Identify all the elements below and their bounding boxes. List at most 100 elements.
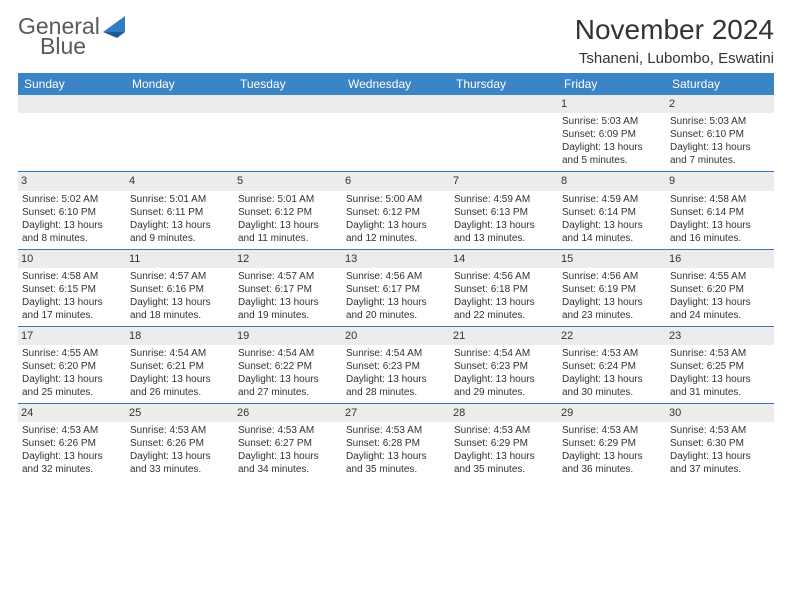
page-header: General Blue November 2024 Tshaneni, Lub… — [18, 14, 774, 67]
day-cell — [234, 95, 342, 171]
daylight-line-2: and 16 minutes. — [670, 232, 770, 245]
daylight-line-2: and 8 minutes. — [22, 232, 122, 245]
sunrise-line: Sunrise: 4:53 AM — [670, 347, 770, 360]
sunset-line: Sunset: 6:30 PM — [670, 437, 770, 450]
sunset-line: Sunset: 6:26 PM — [130, 437, 230, 450]
weekday-header: Sunday — [18, 73, 126, 95]
weeks-container: 1Sunrise: 5:03 AMSunset: 6:09 PMDaylight… — [18, 95, 774, 480]
daylight-line-1: Daylight: 13 hours — [130, 373, 230, 386]
sunrise-line: Sunrise: 4:53 AM — [670, 424, 770, 437]
daylight-line-1: Daylight: 13 hours — [130, 450, 230, 463]
day-number: 27 — [342, 404, 450, 422]
day-number: 15 — [558, 250, 666, 268]
sunrise-line: Sunrise: 4:53 AM — [346, 424, 446, 437]
daylight-line-1: Daylight: 13 hours — [22, 219, 122, 232]
calendar: SundayMondayTuesdayWednesdayThursdayFrid… — [18, 73, 774, 480]
daylight-line-2: and 36 minutes. — [562, 463, 662, 476]
sunset-line: Sunset: 6:10 PM — [22, 206, 122, 219]
sunset-line: Sunset: 6:15 PM — [22, 283, 122, 296]
sunset-line: Sunset: 6:25 PM — [670, 360, 770, 373]
weekday-header: Saturday — [666, 73, 774, 95]
day-cell: 18Sunrise: 4:54 AMSunset: 6:21 PMDayligh… — [126, 327, 234, 403]
day-number — [18, 95, 126, 113]
sunrise-line: Sunrise: 4:55 AM — [670, 270, 770, 283]
week-row: 17Sunrise: 4:55 AMSunset: 6:20 PMDayligh… — [18, 326, 774, 403]
sunset-line: Sunset: 6:17 PM — [238, 283, 338, 296]
day-cell: 29Sunrise: 4:53 AMSunset: 6:29 PMDayligh… — [558, 404, 666, 480]
daylight-line-2: and 29 minutes. — [454, 386, 554, 399]
day-cell: 28Sunrise: 4:53 AMSunset: 6:29 PMDayligh… — [450, 404, 558, 480]
day-number — [126, 95, 234, 113]
sunset-line: Sunset: 6:27 PM — [238, 437, 338, 450]
daylight-line-1: Daylight: 13 hours — [346, 219, 446, 232]
day-cell — [450, 95, 558, 171]
day-number: 16 — [666, 250, 774, 268]
day-cell: 26 Sunrise: 4:53 AMSunset: 6:27 PMDayligh… — [234, 404, 342, 480]
daylight-line-1: Daylight: 13 hours — [22, 450, 122, 463]
daylight-line-2: and 26 minutes. — [130, 386, 230, 399]
day-cell: 9Sunrise: 4:58 AMSunset: 6:14 PMDaylight… — [666, 172, 774, 248]
sunset-line: Sunset: 6:10 PM — [670, 128, 770, 141]
day-number — [342, 95, 450, 113]
daylight-line-1: Daylight: 13 hours — [238, 219, 338, 232]
day-number: 17 — [18, 327, 126, 345]
sunrise-line: Sunrise: 4:59 AM — [562, 193, 662, 206]
weekday-header: Friday — [558, 73, 666, 95]
sunrise-line: Sunrise: 4:58 AM — [22, 270, 122, 283]
daylight-line-1: Daylight: 13 hours — [238, 373, 338, 386]
daylight-line-2: and 35 minutes. — [454, 463, 554, 476]
day-number: 3 — [18, 172, 126, 190]
day-number: 22 — [558, 327, 666, 345]
weekday-header: Tuesday — [234, 73, 342, 95]
daylight-line-2: and 37 minutes. — [670, 463, 770, 476]
daylight-line-2: and 23 minutes. — [562, 309, 662, 322]
day-cell: 19Sunrise: 4:54 AMSunset: 6:22 PMDayligh… — [234, 327, 342, 403]
day-number: 26 — [234, 404, 342, 422]
day-number: 2 — [666, 95, 774, 113]
day-cell: 16Sunrise: 4:55 AMSunset: 6:20 PMDayligh… — [666, 250, 774, 326]
daylight-line-2: and 22 minutes. — [454, 309, 554, 322]
daylight-line-2: and 9 minutes. — [130, 232, 230, 245]
daylight-line-2: and 28 minutes. — [346, 386, 446, 399]
week-row: 3Sunrise: 5:02 AMSunset: 6:10 PMDaylight… — [18, 171, 774, 248]
sunrise-line: Sunrise: 4:56 AM — [346, 270, 446, 283]
title-block: November 2024 Tshaneni, Lubombo, Eswatin… — [575, 14, 774, 67]
day-number: 24 — [18, 404, 126, 422]
daylight-line-2: and 17 minutes. — [22, 309, 122, 322]
sunrise-line: Sunrise: 4:59 AM — [454, 193, 554, 206]
day-number: 28 — [450, 404, 558, 422]
day-number — [450, 95, 558, 113]
day-cell — [342, 95, 450, 171]
day-number: 30 — [666, 404, 774, 422]
daylight-line-2: and 13 minutes. — [454, 232, 554, 245]
day-cell — [126, 95, 234, 171]
day-cell: 7Sunrise: 4:59 AMSunset: 6:13 PMDaylight… — [450, 172, 558, 248]
daylight-line-2: and 33 minutes. — [130, 463, 230, 476]
sunrise-line: Sunrise: 4:55 AM — [22, 347, 122, 360]
weekday-header-row: SundayMondayTuesdayWednesdayThursdayFrid… — [18, 73, 774, 95]
sunrise-line: Sunrise: 4:53 AM — [238, 424, 338, 437]
sunset-line: Sunset: 6:23 PM — [346, 360, 446, 373]
weekday-header: Monday — [126, 73, 234, 95]
day-cell: 27Sunrise: 4:53 AMSunset: 6:28 PMDayligh… — [342, 404, 450, 480]
daylight-line-2: and 30 minutes. — [562, 386, 662, 399]
day-cell: 21Sunrise: 4:54 AMSunset: 6:23 PMDayligh… — [450, 327, 558, 403]
daylight-line-1: Daylight: 13 hours — [238, 450, 338, 463]
sunset-line: Sunset: 6:18 PM — [454, 283, 554, 296]
daylight-line-1: Daylight: 13 hours — [562, 373, 662, 386]
day-number: 18 — [126, 327, 234, 345]
daylight-line-1: Daylight: 13 hours — [346, 296, 446, 309]
sunrise-line: Sunrise: 5:00 AM — [346, 193, 446, 206]
daylight-line-2: and 5 minutes. — [562, 154, 662, 167]
day-number: 29 — [558, 404, 666, 422]
day-cell: 20Sunrise: 4:54 AMSunset: 6:23 PMDayligh… — [342, 327, 450, 403]
daylight-line-1: Daylight: 13 hours — [670, 219, 770, 232]
daylight-line-2: and 34 minutes. — [238, 463, 338, 476]
sunset-line: Sunset: 6:28 PM — [346, 437, 446, 450]
sunset-line: Sunset: 6:12 PM — [346, 206, 446, 219]
sunrise-line: Sunrise: 5:02 AM — [22, 193, 122, 206]
sunrise-line: Sunrise: 5:03 AM — [670, 115, 770, 128]
sunset-line: Sunset: 6:24 PM — [562, 360, 662, 373]
day-cell: 30Sunrise: 4:53 AMSunset: 6:30 PMDayligh… — [666, 404, 774, 480]
sunset-line: Sunset: 6:19 PM — [562, 283, 662, 296]
